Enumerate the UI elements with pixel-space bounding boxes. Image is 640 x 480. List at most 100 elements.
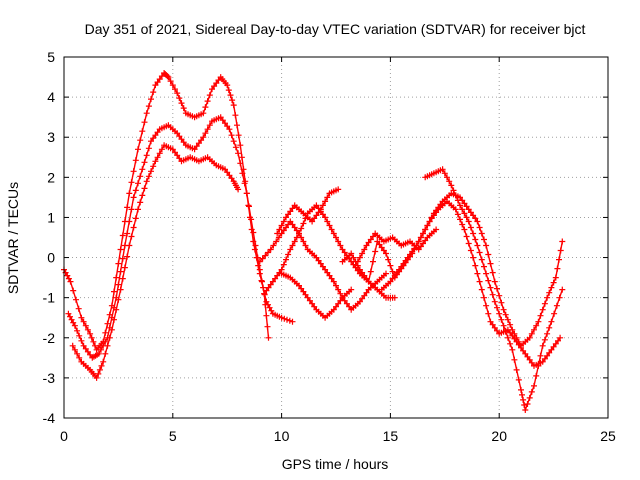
data-point-marker <box>544 294 551 301</box>
data-point-marker <box>96 366 103 373</box>
data-point-marker <box>354 258 361 265</box>
data-point-marker <box>546 289 553 296</box>
data-point-marker <box>356 254 363 261</box>
data-point-marker <box>531 326 537 333</box>
series-line <box>63 71 293 352</box>
data-point-marker <box>559 286 566 293</box>
series-arc-9 <box>378 190 566 349</box>
data-point-marker <box>489 321 496 328</box>
data-point-marker <box>454 211 461 218</box>
series-arc-11 <box>354 226 440 265</box>
data-point-marker <box>476 278 483 285</box>
data-point-marker <box>74 327 81 334</box>
data-point-marker <box>515 338 522 345</box>
data-point-marker <box>559 238 566 245</box>
data-point-marker <box>229 97 236 104</box>
series-arc-6 <box>274 186 342 237</box>
data-point-marker <box>509 326 516 333</box>
data-point-marker <box>250 229 257 236</box>
data-point-marker <box>548 318 555 325</box>
data-point-marker <box>361 246 368 253</box>
data-point-marker <box>132 157 139 164</box>
x-tick-label: 10 <box>274 428 290 444</box>
data-point-marker <box>457 216 463 223</box>
data-point-marker <box>533 372 540 379</box>
data-point-marker <box>172 86 178 93</box>
data-point-marker <box>126 218 133 225</box>
data-point-marker <box>278 314 285 321</box>
data-point-marker <box>71 322 78 329</box>
data-point-marker <box>470 230 477 237</box>
data-point-marker <box>202 130 209 137</box>
data-point-marker <box>227 92 234 99</box>
data-point-marker <box>119 232 126 239</box>
data-point-marker <box>115 296 122 303</box>
data-point-marker <box>539 306 546 313</box>
data-point-marker <box>93 374 100 381</box>
data-point-marker <box>202 104 209 111</box>
data-point-marker <box>283 256 289 263</box>
data-point-marker <box>237 160 244 167</box>
series-arc-10 <box>422 166 566 413</box>
data-point-marker <box>485 251 492 258</box>
data-point-marker <box>348 250 355 257</box>
data-point-marker <box>322 214 329 221</box>
data-point-marker <box>317 206 324 213</box>
data-point-marker <box>467 224 474 231</box>
data-point-marker <box>289 242 296 249</box>
data-point-marker <box>385 256 392 263</box>
data-point-marker <box>535 362 542 369</box>
data-point-marker <box>230 138 237 145</box>
data-point-marker <box>483 302 490 309</box>
data-point-marker <box>67 278 74 285</box>
data-point-marker <box>275 234 282 241</box>
data-point-marker <box>237 142 244 149</box>
data-point-marker <box>326 222 333 229</box>
data-point-marker <box>383 250 389 257</box>
data-point-marker <box>259 255 266 262</box>
data-point-marker <box>174 90 181 97</box>
data-point-marker <box>235 150 242 157</box>
data-point-marker <box>104 320 111 327</box>
data-point-marker <box>476 249 483 256</box>
data-point-marker <box>84 326 91 333</box>
data-point-marker <box>278 222 285 229</box>
data-point-marker <box>474 218 481 225</box>
data-point-marker <box>148 168 154 175</box>
data-point-marker <box>296 230 302 237</box>
data-point-marker <box>95 370 102 377</box>
data-point-marker <box>515 376 522 383</box>
data-point-marker <box>541 300 548 307</box>
data-point-marker <box>551 310 558 317</box>
data-point-marker <box>535 318 542 325</box>
y-tick-label: -2 <box>43 330 56 346</box>
data-point-marker <box>143 178 150 185</box>
plot-frame <box>63 56 609 419</box>
y-tick-label: 5 <box>47 49 55 65</box>
data-point-marker <box>276 226 283 233</box>
data-point-marker <box>150 89 157 96</box>
data-point-marker <box>472 236 479 243</box>
data-point-marker <box>537 312 544 319</box>
data-point-marker <box>289 318 296 325</box>
data-point-marker <box>557 247 564 254</box>
x-tick-label: 25 <box>600 428 616 444</box>
data-point-marker <box>556 294 563 301</box>
data-point-marker <box>124 253 131 260</box>
data-point-marker <box>256 258 263 265</box>
data-point-marker <box>470 254 477 261</box>
data-point-marker <box>446 178 453 185</box>
data-point-marker <box>485 310 492 317</box>
data-point-marker <box>139 166 146 173</box>
data-point-marker <box>102 350 109 357</box>
data-point-marker <box>137 137 144 144</box>
data-point-marker <box>452 206 459 213</box>
series-line <box>381 192 563 347</box>
data-point-marker <box>225 87 232 94</box>
data-point-marker <box>337 290 344 297</box>
data-point-marker <box>232 112 239 119</box>
data-point-marker <box>274 230 281 237</box>
data-point-marker <box>507 340 514 347</box>
data-point-marker <box>263 312 270 319</box>
